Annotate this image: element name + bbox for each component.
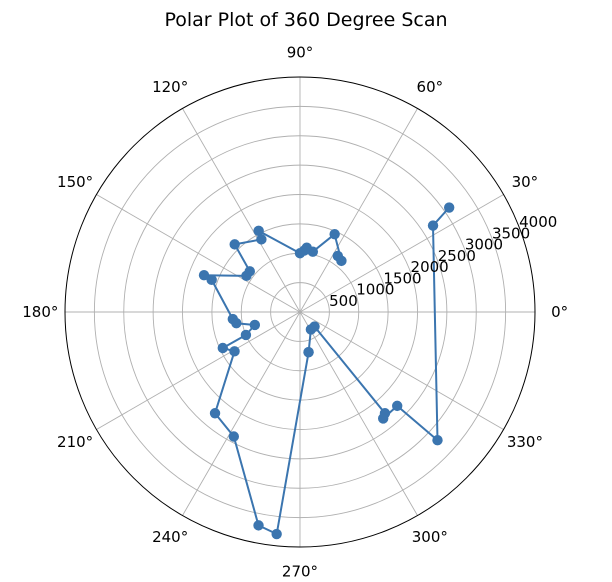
data-point-8 <box>256 234 267 245</box>
angle-tick-label-10: 300° <box>412 528 448 546</box>
data-point-15 <box>231 318 242 329</box>
data-point-12 <box>198 269 210 281</box>
radial-tick-label-5: 3000 <box>465 236 503 254</box>
angle-tick-label-11: 330° <box>507 433 543 451</box>
chart-title: Polar Plot of 360 Degree Scan <box>164 9 448 31</box>
angle-tick-label-0: 0° <box>551 303 568 321</box>
angle-tick-label-4: 120° <box>152 78 188 96</box>
data-point-25 <box>303 347 314 358</box>
angle-tick-label-5: 150° <box>57 173 93 191</box>
data-point-13 <box>206 274 217 286</box>
angle-tick-label-3: 90° <box>287 43 314 61</box>
angular-grid-line-7 <box>96 311 301 430</box>
data-point-20 <box>209 408 221 419</box>
data-point-6 <box>294 248 306 259</box>
angular-grid-line-11 <box>299 311 504 430</box>
radial-tick-label-1: 1000 <box>356 281 394 299</box>
angular-grid-line-4 <box>182 108 301 313</box>
data-point-1 <box>336 255 347 267</box>
data-point-27 <box>309 321 320 332</box>
radial-tick-label-7: 4000 <box>519 213 557 231</box>
data-point-2 <box>329 228 340 240</box>
angular-grid-line-8 <box>182 311 301 516</box>
angular-grid-line-10 <box>299 311 418 516</box>
series-line-0 <box>203 206 450 535</box>
radial-tick-label-3: 2000 <box>411 258 449 276</box>
grid-layer <box>64 76 536 548</box>
radial-tick-label-4: 2500 <box>438 247 476 265</box>
polar-frame <box>64 76 536 548</box>
radial-tick-label-6: 3500 <box>492 224 530 242</box>
data-point-17 <box>240 329 252 341</box>
data-point-18 <box>217 342 228 354</box>
series-layer <box>198 202 455 540</box>
angle-tick-label-8: 240° <box>152 528 188 546</box>
angular-grid-line-5 <box>96 194 301 313</box>
data-point-21 <box>228 431 240 442</box>
data-point-33 <box>443 202 455 213</box>
data-point-31 <box>432 435 443 446</box>
data-point-29 <box>377 413 389 424</box>
angular-grid-line-1 <box>299 194 504 313</box>
data-point-9 <box>229 239 240 250</box>
data-point-11 <box>241 270 252 282</box>
angle-tick-label-9: 270° <box>282 563 318 581</box>
label-layer: 0° 30° 60° 90° 120° 150° 180° 210° 240° 270° 300° 3… <box>22 43 568 580</box>
angle-tick-label-1: 30° <box>512 173 539 191</box>
data-point-19 <box>229 346 240 357</box>
angle-tick-label-6: 180° <box>22 303 58 321</box>
angle-tick-label-2: 60° <box>417 78 444 96</box>
data-point-7 <box>253 225 264 237</box>
angular-grid-line-2 <box>299 108 418 313</box>
data-point-32 <box>427 220 439 231</box>
data-point-23 <box>271 528 282 540</box>
data-point-30 <box>392 400 403 412</box>
data-point-22 <box>253 520 264 531</box>
radial-tick-label-2: 1500 <box>383 269 421 287</box>
data-point-16 <box>249 319 261 331</box>
radial-tick-label-0: 500 <box>329 292 358 310</box>
angle-tick-label-7: 210° <box>57 433 93 451</box>
